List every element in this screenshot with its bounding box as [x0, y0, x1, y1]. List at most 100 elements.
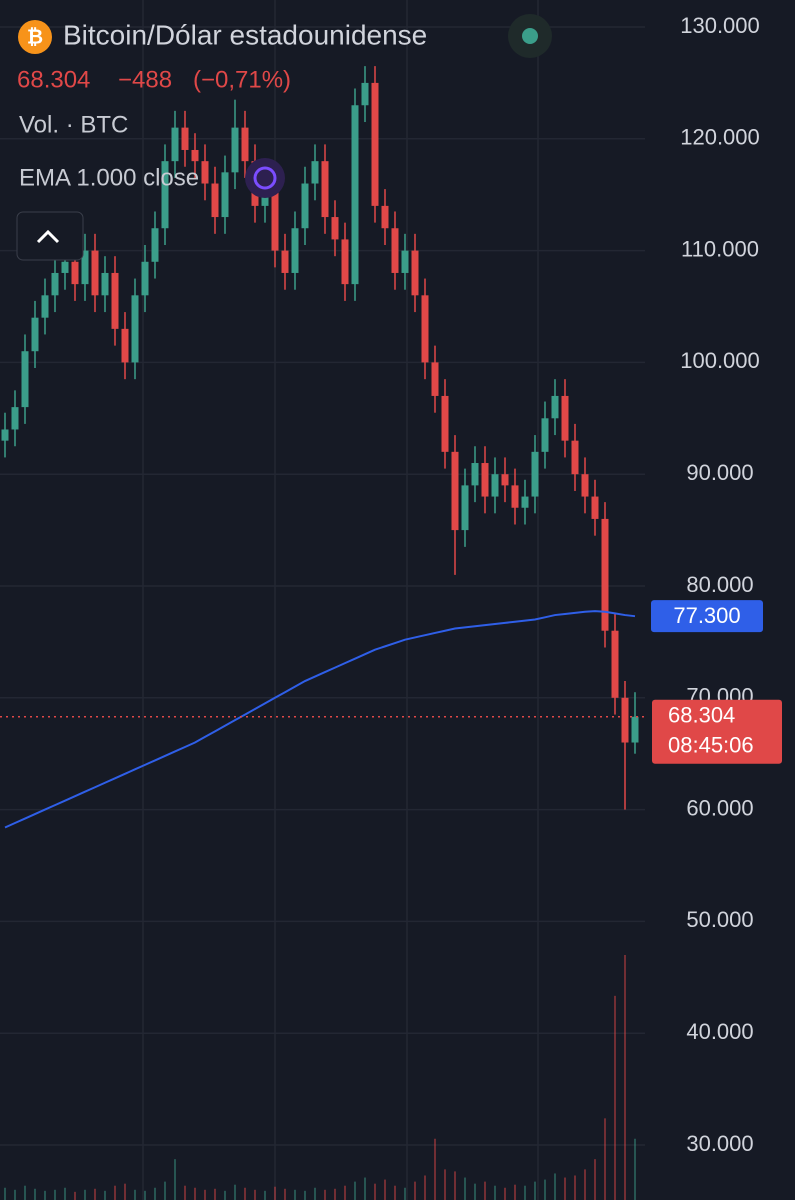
candle-body: [441, 395, 449, 452]
coin-symbol: ₿: [27, 26, 43, 48]
volume-bar: [274, 1186, 276, 1200]
candle-body: [61, 261, 69, 273]
candle-body: [271, 183, 279, 251]
volume-bar: [204, 1189, 206, 1200]
ema-icon-bg: [245, 158, 285, 198]
y-tick-label: 80.000: [686, 572, 753, 597]
candle-body: [161, 161, 169, 229]
volume-bar: [344, 1185, 346, 1200]
volume-bar: [504, 1187, 506, 1200]
volume-bar: [384, 1179, 386, 1200]
ema-price-label: 77.300: [673, 603, 740, 628]
volume-bar: [334, 1188, 336, 1200]
candle-body: [151, 228, 159, 262]
plot-area: [0, 0, 645, 1200]
y-tick-label: 30.000: [686, 1131, 753, 1156]
volume-bar: [44, 1190, 46, 1200]
last-price-label: 68.304: [668, 703, 735, 728]
y-tick-label: 50.000: [686, 907, 753, 932]
ema-price-box: [651, 600, 763, 633]
y-tick-label: 100.000: [680, 348, 760, 373]
candle-body: [191, 149, 199, 162]
volume-bar: [444, 1169, 446, 1200]
candle-body: [621, 697, 629, 743]
volume-bar: [604, 1118, 606, 1200]
candle-body: [241, 127, 249, 162]
volume-bar: [414, 1181, 416, 1200]
candle-body: [311, 161, 319, 184]
candle-body: [561, 395, 569, 441]
candle-body: [81, 250, 89, 285]
volume-bar: [324, 1189, 326, 1200]
volume-bar: [14, 1189, 16, 1200]
volume-bar: [634, 1138, 636, 1200]
candle-body: [491, 474, 499, 497]
candle-body: [281, 250, 289, 273]
volume-bar: [474, 1183, 476, 1200]
candle-body: [571, 440, 579, 475]
status-dot: [522, 28, 538, 44]
candle-body: [371, 82, 379, 206]
volume-bar: [54, 1189, 56, 1200]
candle-body: [511, 485, 519, 508]
candle-body: [421, 295, 429, 363]
volume-bar: [4, 1187, 6, 1200]
candle-body: [601, 518, 609, 631]
candle-body: [541, 418, 549, 452]
volume-bar: [354, 1181, 356, 1200]
candle-body: [1, 429, 9, 441]
candle-body: [11, 407, 19, 430]
candle-body: [321, 161, 329, 218]
volume-bar: [484, 1181, 486, 1200]
candle-body: [111, 272, 119, 329]
candle-body: [351, 105, 359, 285]
candle-body: [381, 205, 389, 229]
volume-bar: [164, 1181, 166, 1200]
candle-body: [471, 463, 479, 486]
volume-bar: [244, 1187, 246, 1200]
volume-bar: [174, 1159, 176, 1200]
ema-icon[interactable]: [253, 166, 277, 190]
candle-body: [131, 295, 139, 363]
volume-bar: [94, 1188, 96, 1200]
candle-body: [521, 496, 529, 508]
y-tick-label: 110.000: [681, 236, 759, 261]
candle-body: [141, 261, 149, 296]
candle-body: [451, 451, 459, 531]
candle-body: [631, 716, 639, 743]
candle-body: [581, 474, 589, 497]
volume-bar: [374, 1183, 376, 1200]
candle-body: [21, 351, 29, 408]
volume-bar: [614, 995, 616, 1200]
countdown: 08:45:06: [668, 733, 754, 758]
candle-body: [411, 250, 419, 296]
candle-body: [31, 317, 39, 352]
candle-body: [101, 272, 109, 296]
volume-bar: [184, 1185, 186, 1200]
candle-body: [211, 183, 219, 218]
volume-bar: [404, 1187, 406, 1200]
volume-bar: [34, 1188, 36, 1200]
candle-body: [531, 451, 539, 497]
ema-label: EMA 1.000 close: [19, 164, 199, 191]
candle-body: [51, 272, 59, 296]
volume-bar: [524, 1185, 526, 1200]
candle-body: [501, 474, 509, 486]
candle-body: [121, 328, 129, 363]
change: −488: [118, 66, 172, 93]
volume-bar: [284, 1188, 286, 1200]
volume-bar: [84, 1189, 86, 1200]
volume-bar: [314, 1187, 316, 1200]
legend-header: ₿ Bitcoin/Dólar estadounidense 68.304 −4…: [16, 14, 552, 261]
volume-bar: [264, 1190, 266, 1200]
candle-body: [221, 172, 229, 218]
volume-bar: [554, 1173, 556, 1200]
candle-body: [301, 183, 309, 229]
volume-bar: [304, 1190, 306, 1200]
y-tick-label: 130.000: [680, 13, 760, 38]
volume-bar: [224, 1190, 226, 1200]
volume-bar: [234, 1184, 236, 1200]
chart-title: Bitcoin/Dólar estadounidense: [63, 19, 427, 50]
volume-bar: [564, 1177, 566, 1200]
